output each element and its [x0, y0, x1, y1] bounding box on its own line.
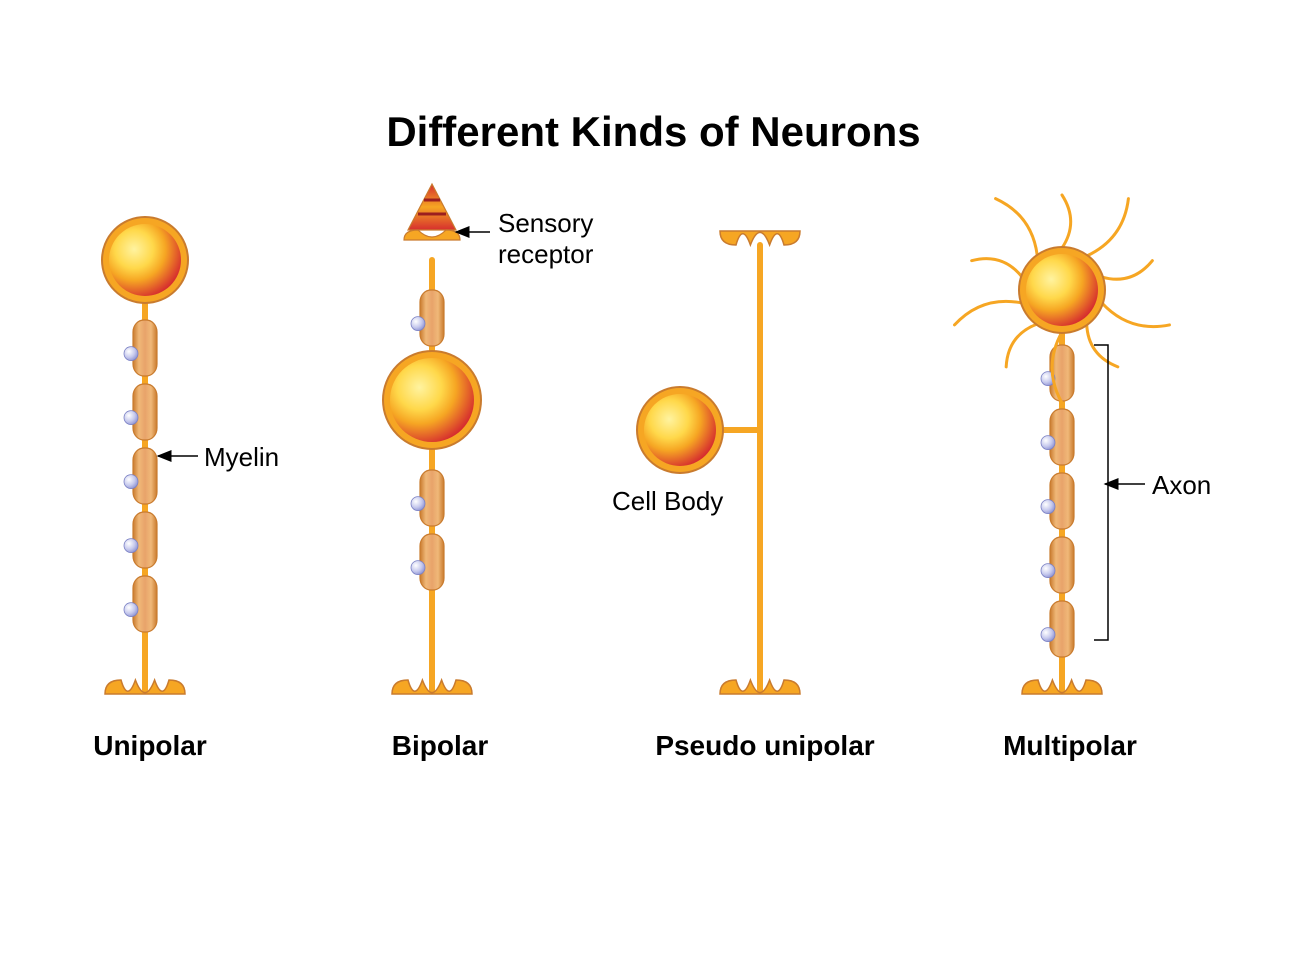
- label-unipolar: Unipolar: [80, 730, 220, 762]
- annotation-axon: Axon: [1152, 470, 1211, 501]
- annotation-sensory-receptor: Sensory receptor: [498, 208, 593, 270]
- label-multipolar: Multipolar: [990, 730, 1150, 762]
- annotation-myelin: Myelin: [204, 442, 279, 473]
- label-bipolar: Bipolar: [380, 730, 500, 762]
- label-pseudo-unipolar: Pseudo unipolar: [640, 730, 890, 762]
- annotation-cell-body: Cell Body: [612, 486, 723, 517]
